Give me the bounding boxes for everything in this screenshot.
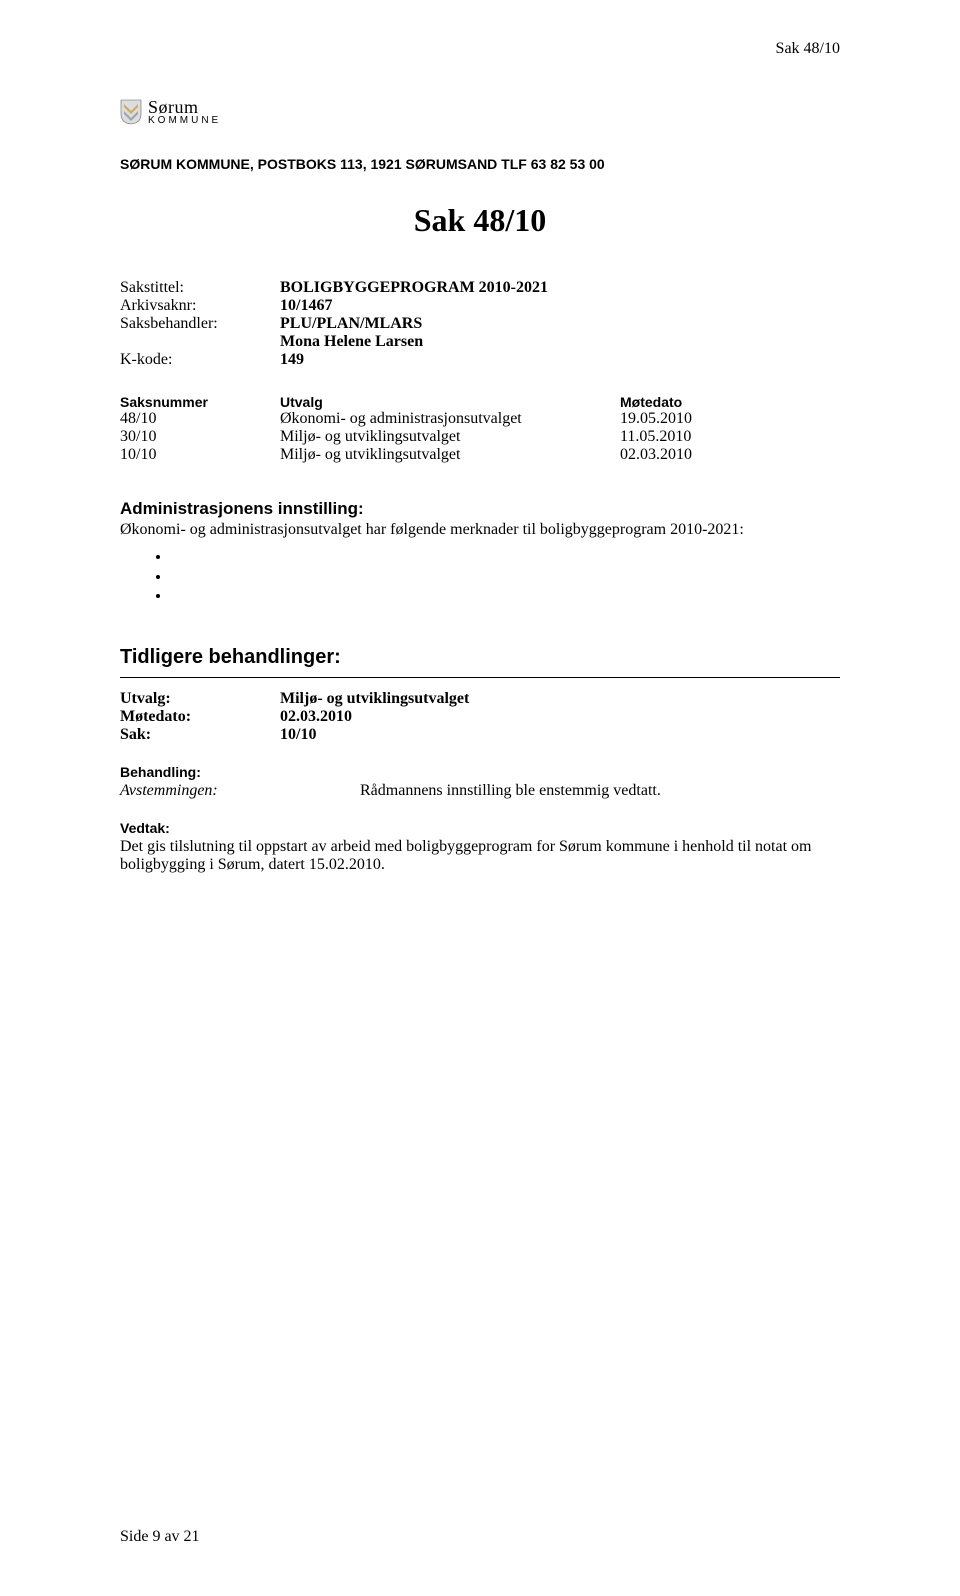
label-motedato: Møtedato: [120, 708, 280, 726]
page-title: Sak 48/10 [120, 202, 840, 239]
cell-utvalg: Miljø- og utviklingsutvalget [280, 446, 620, 464]
col-header-saksnummer: Saksnummer [120, 394, 280, 410]
previous-heading: Tidligere behandlinger: [120, 646, 840, 669]
case-committee-table: Saksnummer Utvalg Møtedato 48/10 Økonomi… [120, 394, 840, 464]
cell-num: 30/10 [120, 428, 280, 446]
label-sak: Sak: [120, 726, 280, 744]
value-motedato: 02.03.2010 [280, 708, 840, 726]
cell-date: 02.03.2010 [620, 446, 785, 464]
cell-date: 11.05.2010 [620, 428, 785, 446]
label-arkivsaknr: Arkivsaknr: [120, 297, 280, 315]
municipality-logo: Sørum KOMMUNE [120, 98, 840, 126]
value-arkivsaknr: 10/1467 [280, 297, 840, 315]
col-header-utvalg: Utvalg [280, 394, 620, 410]
vedtak-heading: Vedtak: [120, 820, 840, 836]
table-row: 10/10 Miljø- og utviklingsutvalget 02.03… [120, 446, 840, 464]
document-page: Sak 48/10 Sørum KOMMUNE SØRUM KOMMUNE, P… [0, 0, 960, 1596]
list-item [170, 586, 840, 606]
behandling-heading: Behandling: [120, 764, 840, 780]
label-saksbehandler: Saksbehandler: [120, 315, 280, 333]
value-utvalg: Miljø- og utviklingsutvalget [280, 690, 840, 708]
previous-meta: Utvalg: Miljø- og utviklingsutvalget Møt… [120, 690, 840, 744]
cell-date: 19.05.2010 [620, 410, 785, 428]
logo-subtitle: KOMMUNE [148, 116, 221, 126]
admin-heading: Administrasjonens innstilling: [120, 499, 840, 519]
value-sakstittel: BOLIGBYGGEPROGRAM 2010-2021 [280, 279, 840, 297]
cell-num: 10/10 [120, 446, 280, 464]
cell-num: 48/10 [120, 410, 280, 428]
vedtak-text: Det gis tilslutning til oppstart av arbe… [120, 838, 840, 874]
org-address-line: SØRUM KOMMUNE, POSTBOKS 113, 1921 SØRUMS… [120, 156, 840, 172]
vedtak-block: Vedtak: Det gis tilslutning til oppstart… [120, 820, 840, 874]
table-row: 48/10 Økonomi- og administrasjonsutvalge… [120, 410, 840, 428]
cell-utvalg: Økonomi- og administrasjonsutvalget [280, 410, 620, 428]
label-sakstittel: Sakstittel: [120, 279, 280, 297]
header-case-number: Sak 48/10 [120, 40, 840, 58]
admin-text: Økonomi- og administrasjonsutvalget har … [120, 521, 840, 539]
admin-bullets [120, 547, 840, 606]
case-meta-table: Sakstittel: BOLIGBYGGEPROGRAM 2010-2021 … [120, 279, 840, 369]
avstemmingen-value: Rådmannens innstilling ble enstemmig ved… [360, 782, 661, 800]
table-row: 30/10 Miljø- og utviklingsutvalget 11.05… [120, 428, 840, 446]
table-header-row: Saksnummer Utvalg Møtedato [120, 394, 840, 410]
value-saksbehandler-code: PLU/PLAN/MLARS [280, 315, 840, 333]
value-saksbehandler-name: Mona Helene Larsen [280, 333, 840, 351]
label-utvalg: Utvalg: [120, 690, 280, 708]
label-kkode: K-kode: [120, 351, 280, 369]
logo-text: Sørum KOMMUNE [148, 98, 221, 126]
list-item [170, 547, 840, 567]
page-footer: Side 9 av 21 [120, 1528, 200, 1546]
divider [120, 677, 840, 678]
value-sak: 10/10 [280, 726, 840, 744]
col-header-motedato: Møtedato [620, 394, 785, 410]
avstemmingen-row: Avstemmingen: Rådmannens innstilling ble… [120, 782, 840, 800]
list-item [170, 567, 840, 587]
cell-utvalg: Miljø- og utviklingsutvalget [280, 428, 620, 446]
logo-name: Sørum [148, 98, 221, 116]
avstemmingen-label: Avstemmingen: [120, 782, 360, 800]
shield-icon [120, 99, 142, 125]
label-blank [120, 333, 280, 351]
value-kkode: 149 [280, 351, 840, 369]
